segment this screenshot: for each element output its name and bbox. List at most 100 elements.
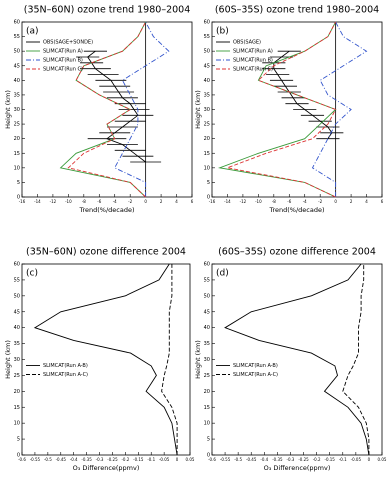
x-tick-label: 0 [176,457,179,462]
plot-frame [211,263,383,456]
x-tick-label: -4 [303,199,307,204]
profile-line [224,263,370,456]
x-tick-label: 0 [334,199,337,204]
profile-line [87,50,146,163]
y-tick-label: 10 [204,421,210,427]
legend-label: SLIMCAT(Run C) [233,67,273,73]
x-tick-label: -6 [287,199,291,204]
y-axis-label: Height (km) [4,90,12,129]
x-tick-label: -14 [34,199,41,204]
chart-title: (35N–60N) ozone difference 2004 [26,247,186,258]
x-tick-label: 2 [160,199,163,204]
x-tick-label: -0.2 [121,457,129,462]
y-tick-label: 5 [17,180,20,186]
x-tick-label: -0.25 [107,457,118,462]
x-tick-label: -0.45 [246,457,257,462]
y-tick-label: 25 [204,122,210,128]
y-tick-label: 40 [204,78,210,84]
x-tick-label: -0.35 [81,457,92,462]
y-tick-label: 0 [207,195,210,201]
y-tick-label: 25 [14,122,20,128]
x-tick-label: -0.5 [44,457,52,462]
y-tick-label: 35 [204,341,210,347]
y-tick-label: 30 [14,107,20,113]
x-axis-label: O₃ Difference(ppmv) [73,464,140,472]
x-tick-label: -0.4 [260,457,268,462]
y-tick-label: 20 [14,389,20,395]
y-tick-label: 50 [14,293,20,299]
y-tick-label: 10 [14,421,20,427]
x-tick-label: -0.1 [339,457,347,462]
x-tick-label: -10 [65,199,72,204]
y-tick-label: 60 [14,20,20,26]
plot-frame [21,263,191,456]
x-tick-label: -0.05 [351,457,362,462]
y-tick-label: 40 [204,325,210,331]
y-tick-label: 50 [204,293,210,299]
x-tick-label: -0.1 [147,457,155,462]
x-tick-label: -6 [97,199,101,204]
y-tick-label: 60 [204,262,210,268]
panel-label: (d) [216,269,229,279]
x-axis-label: O₃ Difference(ppmv) [264,464,331,472]
y-tick-label: 60 [14,262,20,268]
x-tick-label: -0.05 [159,457,170,462]
profile-line [225,21,337,198]
y-tick-label: 10 [14,165,20,171]
legend-label: SLIMCAT(Run B) [43,58,83,64]
y-tick-label: 45 [14,309,20,315]
x-tick-label: -14 [224,199,231,204]
x-tick-label: 0 [368,457,371,462]
x-tick-label: -0.35 [272,457,283,462]
x-tick-label: -0.45 [56,457,67,462]
chart-title: (35N–60N) ozone trend 1980–2004 [24,5,191,16]
x-tick-label: -0.15 [325,457,336,462]
panel-label: (a) [26,27,39,37]
x-tick-label: -2 [318,199,322,204]
y-tick-label: 15 [14,405,20,411]
y-tick-label: 15 [204,151,210,157]
y-tick-label: 0 [17,195,20,201]
chart-title: (60S–35S) ozone difference 2004 [218,247,376,258]
y-tick-label: 25 [204,373,210,379]
x-tick-label: -12 [240,199,247,204]
x-tick-label: -2 [128,199,132,204]
y-tick-label: 25 [14,373,20,379]
x-tick-label: -8 [272,199,276,204]
y-tick-label: 55 [14,34,20,40]
y-tick-label: 45 [14,63,20,69]
y-tick-label: 40 [14,78,20,84]
y-axis-label: Height (km) [4,340,12,379]
y-tick-label: 35 [14,341,20,347]
profile-line [33,263,178,456]
x-tick-label: -0.15 [133,457,144,462]
x-tick-label: -10 [255,199,262,204]
x-tick-label: 4 [175,199,178,204]
y-tick-label: 20 [204,389,210,395]
panel-label: (b) [216,27,229,37]
y-tick-label: 55 [204,277,210,283]
y-tick-label: 30 [14,357,20,363]
x-tick-label: -16 [19,199,26,204]
y-tick-label: 0 [17,453,20,459]
legend-label: SLIMCAT(Run A-C) [233,372,278,378]
y-tick-label: 35 [204,92,210,98]
y-tick-label: 15 [204,405,210,411]
x-tick-label: -8 [82,199,86,204]
x-tick-label: -0.3 [287,457,295,462]
x-tick-label: -0.2 [313,457,321,462]
legend-label: SLIMCAT(Run C) [43,67,83,73]
legend-label: OBS(SAGE+SONDE) [43,40,93,46]
y-tick-label: 10 [204,165,210,171]
y-tick-label: 55 [204,34,210,40]
y-tick-label: 20 [14,136,20,142]
x-tick-label: 4 [365,199,368,204]
y-axis-label: Height (km) [194,90,202,129]
y-tick-label: 5 [17,437,20,443]
x-tick-label: -0.6 [208,457,216,462]
profile-line [114,21,170,197]
profile-line [273,50,333,139]
legend-label: SLIMCAT(Run B) [233,58,273,64]
